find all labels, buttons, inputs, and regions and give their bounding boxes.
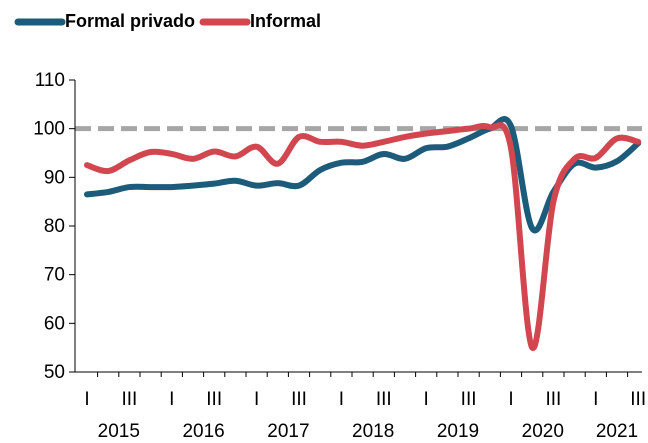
series-line <box>84 122 642 351</box>
x-tick-label: I <box>593 389 598 410</box>
y-tick-label: 60 <box>44 313 65 334</box>
y-tick-label: 80 <box>44 216 65 237</box>
x-tick-label: I <box>339 389 344 410</box>
x-tick-label: I <box>424 389 429 410</box>
series-line <box>84 116 642 234</box>
x-tick-label: III <box>121 389 137 410</box>
x-tick-label: III <box>461 389 477 410</box>
x-tick-label: III <box>545 389 561 410</box>
year-label: 2019 <box>437 421 479 442</box>
legend-label: Formal privado <box>65 11 195 31</box>
year-label: 2016 <box>182 421 224 442</box>
x-tick-label: I <box>254 389 259 410</box>
x-tick-label: III <box>376 389 392 410</box>
x-tick-label: I <box>84 389 89 410</box>
y-tick-label: 90 <box>44 167 65 188</box>
x-tick-label: I <box>169 389 174 410</box>
y-tick-label: 110 <box>35 70 65 91</box>
legend-label: Informal <box>250 11 321 31</box>
year-label: 2017 <box>267 421 309 442</box>
year-label: 2015 <box>98 421 140 442</box>
x-tick-label: III <box>291 389 307 410</box>
year-label: 2018 <box>352 421 394 442</box>
year-label: 2021 <box>596 421 638 442</box>
y-tick-label: 70 <box>44 265 65 286</box>
year-label: 2020 <box>522 421 564 442</box>
y-tick-label: 50 <box>44 362 65 383</box>
x-tick-label: I <box>508 389 513 410</box>
y-tick-label: 100 <box>33 119 65 140</box>
x-tick-label: III <box>206 389 222 410</box>
x-tick-label: III <box>630 389 646 410</box>
